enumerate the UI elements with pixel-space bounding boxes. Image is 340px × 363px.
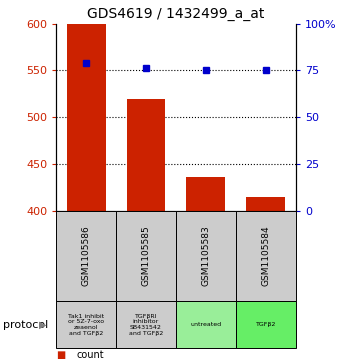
Bar — [176, 211, 236, 301]
Title: GDS4619 / 1432499_a_at: GDS4619 / 1432499_a_at — [87, 7, 265, 21]
Bar — [56, 211, 116, 301]
Text: untreated: untreated — [190, 322, 221, 327]
Text: GSM1105583: GSM1105583 — [201, 225, 210, 286]
Text: ▶: ▶ — [39, 320, 47, 330]
Text: GSM1105585: GSM1105585 — [141, 225, 151, 286]
Text: GSM1105584: GSM1105584 — [261, 225, 270, 286]
Text: ■: ■ — [56, 350, 65, 360]
Bar — [126, 99, 166, 211]
Text: Tak1 inhibit
or 5Z-7-oxo
zeaenol
and TGFβ2: Tak1 inhibit or 5Z-7-oxo zeaenol and TGF… — [68, 314, 104, 336]
Text: GSM1105586: GSM1105586 — [82, 225, 90, 286]
Bar — [56, 301, 116, 348]
Text: TGFβRI
inhibitor
SB431542
and TGFβ2: TGFβRI inhibitor SB431542 and TGFβ2 — [129, 314, 163, 336]
Bar — [246, 196, 285, 211]
Bar — [236, 211, 296, 301]
Text: protocol: protocol — [3, 320, 49, 330]
Text: TGFβ2: TGFβ2 — [256, 322, 276, 327]
Bar — [176, 301, 236, 348]
Bar — [116, 211, 176, 301]
Bar — [186, 177, 225, 211]
Bar — [116, 301, 176, 348]
Text: count: count — [76, 350, 104, 360]
Bar — [67, 24, 105, 211]
Bar — [236, 301, 296, 348]
